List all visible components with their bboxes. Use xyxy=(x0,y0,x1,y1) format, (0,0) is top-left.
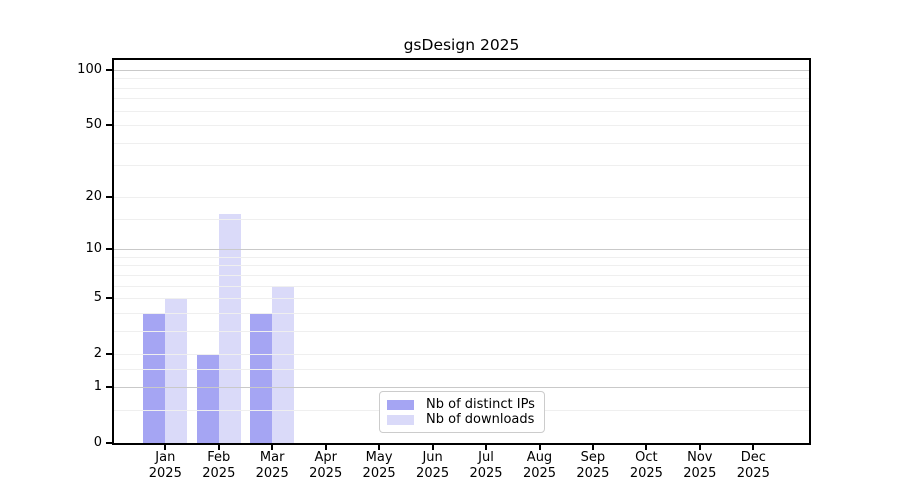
x-tick-month-sep: Sep xyxy=(580,450,606,465)
x-tick-year-mar: 2025 xyxy=(255,466,289,481)
bar-downloads-jan xyxy=(165,298,188,443)
y-tick-100 xyxy=(106,68,112,71)
x-tick-label-jan: Jan 2025 xyxy=(133,450,197,482)
y-tick-label-5: 5 xyxy=(93,290,102,306)
x-tick-month-dec: Dec xyxy=(740,450,766,465)
y-tick-label-2: 2 xyxy=(93,346,102,362)
bar-downloads-mar xyxy=(272,285,295,443)
x-tick-year-jun: 2025 xyxy=(416,466,450,481)
x-tick-label-nov: Nov 2025 xyxy=(668,450,732,482)
legend-swatch-distinct-ips xyxy=(387,399,414,410)
x-tick-month-feb: Feb xyxy=(207,450,231,465)
x-tick-feb xyxy=(217,445,220,450)
x-tick-month-mar: Mar xyxy=(259,450,285,465)
x-tick-may xyxy=(378,445,381,450)
y-tick-1 xyxy=(106,385,112,388)
x-tick-nov xyxy=(698,445,701,450)
x-tick-month-jul: Jul xyxy=(478,450,494,465)
x-tick-year-aug: 2025 xyxy=(522,466,557,481)
y-tick-0 xyxy=(106,442,112,444)
x-tick-label-mar: Mar 2025 xyxy=(240,450,304,482)
y-tick-label-20: 20 xyxy=(85,188,102,204)
x-tick-year-apr: 2025 xyxy=(309,466,343,481)
plot-area xyxy=(114,60,809,443)
y-tick-5 xyxy=(106,297,112,300)
x-tick-month-jun: Jun xyxy=(422,450,443,465)
legend-label-downloads: Nb of downloads xyxy=(426,412,535,427)
legend-swatch-downloads xyxy=(387,414,414,425)
x-tick-jul xyxy=(485,445,487,450)
x-tick-dec xyxy=(752,445,755,450)
x-tick-label-feb: Feb 2025 xyxy=(187,450,251,482)
x-tick-month-aug: Aug xyxy=(526,450,553,465)
y-tick-label-100: 100 xyxy=(77,61,102,77)
x-tick-jan xyxy=(164,445,167,450)
x-tick-label-may: May 2025 xyxy=(347,450,411,482)
x-tick-year-jul: 2025 xyxy=(469,466,503,481)
bar-downloads-feb xyxy=(218,213,241,443)
x-tick-month-jan: Jan xyxy=(155,450,176,465)
x-tick-label-sep: Sep 2025 xyxy=(561,450,625,482)
bar-distinct-ips-mar xyxy=(250,312,273,443)
x-tick-label-oct: Oct 2025 xyxy=(614,450,678,482)
x-tick-year-jan: 2025 xyxy=(148,466,182,481)
x-tick-mar xyxy=(271,445,274,450)
legend-item-distinct-ips: Nb of distinct IPs xyxy=(387,397,536,412)
y-tick-10 xyxy=(106,248,112,251)
x-tick-month-nov: Nov xyxy=(687,450,713,465)
legend: Nb of distinct IPs Nb of downloads xyxy=(379,391,545,433)
x-tick-apr xyxy=(324,445,327,450)
y-tick-20 xyxy=(106,195,112,198)
x-tick-month-may: May xyxy=(365,450,393,465)
x-tick-label-dec: Dec 2025 xyxy=(721,450,785,482)
y-tick-2 xyxy=(106,353,112,356)
x-tick-year-dec: 2025 xyxy=(736,466,770,481)
x-tick-month-oct: Oct xyxy=(635,450,658,465)
x-tick-label-aug: Aug 2025 xyxy=(508,450,572,482)
y-tick-label-1: 1 xyxy=(93,378,102,394)
chart-title: gsDesign 2025 xyxy=(403,36,520,54)
x-tick-label-jul: Jul 2025 xyxy=(454,450,518,482)
y-tick-label-10: 10 xyxy=(85,241,102,257)
x-tick-oct xyxy=(645,445,648,450)
x-tick-year-sep: 2025 xyxy=(576,466,610,481)
x-tick-sep xyxy=(591,445,594,450)
x-tick-year-oct: 2025 xyxy=(629,466,663,481)
x-tick-label-jun: Jun 2025 xyxy=(401,450,465,482)
x-tick-month-apr: Apr xyxy=(314,450,337,465)
bar-distinct-ips-jan xyxy=(143,312,166,443)
legend-item-downloads: Nb of downloads xyxy=(387,412,536,427)
legend-label-distinct-ips: Nb of distinct IPs xyxy=(426,397,535,412)
bar-distinct-ips-feb xyxy=(196,354,219,443)
y-tick-label-50: 50 xyxy=(85,117,102,132)
x-tick-year-may: 2025 xyxy=(362,466,396,481)
x-tick-aug xyxy=(538,445,541,450)
y-tick-50 xyxy=(106,124,112,126)
x-tick-year-nov: 2025 xyxy=(683,466,717,481)
x-tick-jun xyxy=(431,445,434,450)
bars-layer xyxy=(114,60,809,443)
x-tick-label-apr: Apr 2025 xyxy=(294,450,358,482)
y-tick-label-0: 0 xyxy=(93,435,102,450)
x-tick-year-feb: 2025 xyxy=(202,466,236,481)
